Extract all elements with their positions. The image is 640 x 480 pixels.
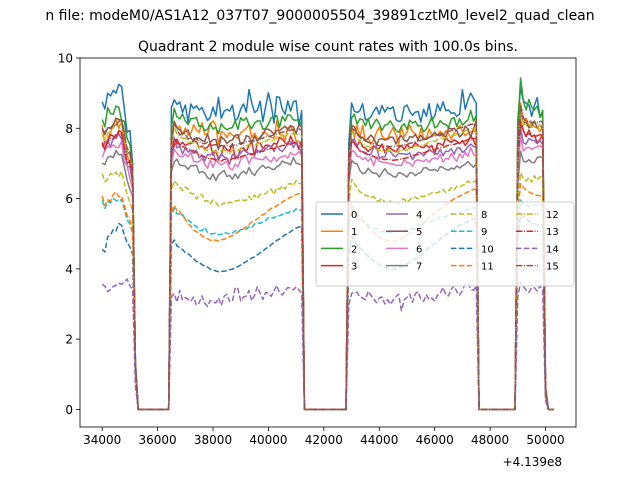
- chart-title: Quadrant 2 module wise count rates with …: [138, 39, 518, 55]
- x-tick-label: 42000: [305, 433, 343, 447]
- x-tick-label: 40000: [249, 433, 287, 447]
- series-lines: [101, 77, 554, 411]
- x-tick-label: 44000: [360, 433, 398, 447]
- legend-label-3: 3: [351, 262, 357, 273]
- legend-label-14: 14: [546, 244, 559, 255]
- legend-label-1: 1: [351, 227, 357, 238]
- legend-label-10: 10: [481, 244, 494, 255]
- legend-box: [315, 201, 575, 287]
- legend-label-8: 8: [481, 210, 487, 221]
- y-tick-label: 6: [65, 192, 73, 206]
- legend-label-11: 11: [481, 262, 494, 273]
- legend-label-5: 5: [416, 227, 422, 238]
- legend-label-7: 7: [416, 262, 422, 273]
- y-tick-label: 2: [65, 333, 73, 347]
- legend-label-15: 15: [546, 262, 559, 273]
- y-tick-label: 0: [65, 403, 73, 417]
- legend-label-2: 2: [351, 244, 357, 255]
- legend-label-4: 4: [416, 210, 422, 221]
- legend-label-12: 12: [546, 210, 559, 221]
- legend-label-0: 0: [351, 210, 357, 221]
- x-tick-label: 38000: [194, 433, 232, 447]
- legend-label-13: 13: [546, 227, 559, 238]
- series-line-15: [101, 103, 554, 411]
- legend-label-9: 9: [481, 227, 487, 238]
- series-line-14: [101, 278, 554, 411]
- x-tick-label: 46000: [416, 433, 454, 447]
- x-tick-label: 48000: [471, 433, 509, 447]
- axes-frame: [79, 57, 577, 428]
- x-tick-label: 34000: [83, 433, 121, 447]
- x-tick-label: 36000: [138, 433, 176, 447]
- y-tick-label: 4: [65, 262, 73, 276]
- legend-label-6: 6: [416, 244, 422, 255]
- x-axis-offset-label: +4.139e8: [503, 455, 562, 469]
- y-tick-label: 8: [65, 122, 73, 136]
- y-tick-label: 10: [58, 52, 73, 66]
- x-tick-label: 50000: [526, 433, 564, 447]
- plot-area: [101, 77, 554, 411]
- axes: 34000 36000 38000 40000 42000 44000 46000 48000…: [58, 52, 577, 447]
- figure-supertitle: n file: modeM0/AS1A12_037T07_9000005504_…: [45, 8, 595, 24]
